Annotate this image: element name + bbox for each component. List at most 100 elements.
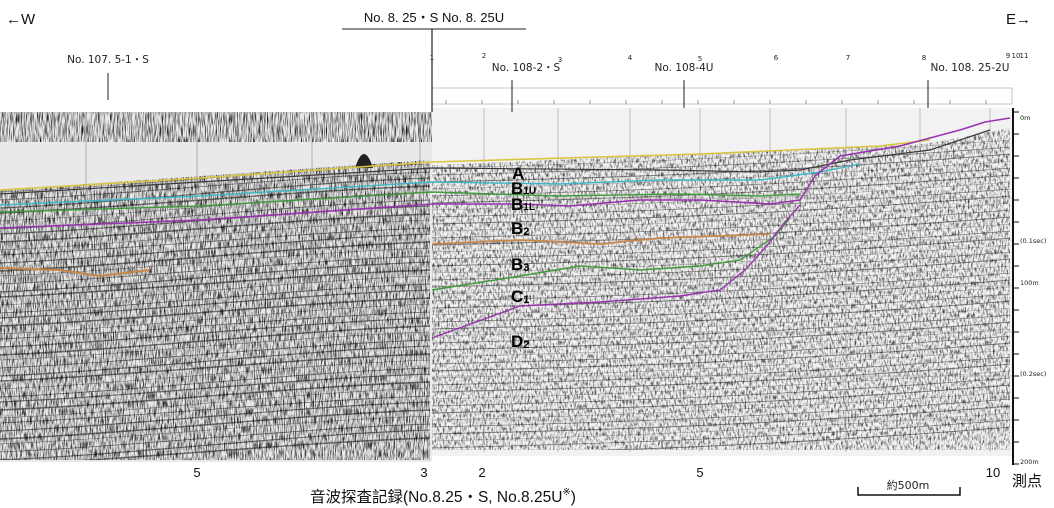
reflector-line — [0, 429, 430, 460]
reflector-line — [432, 237, 1010, 267]
reflector-line — [0, 171, 430, 201]
reflector-line — [0, 297, 430, 327]
station-label: No. 107. 5-1・S — [67, 54, 149, 66]
top-shotpoint-numbers: 1 2 3 4 5 6 7 8 9 10 11 — [430, 52, 1029, 64]
reflector-line — [432, 300, 1010, 330]
reflector-line — [432, 328, 1010, 358]
reflector-line — [0, 255, 430, 285]
depth-tick-label: 0m — [1020, 114, 1030, 122]
top-shotpoint-number: 4 — [628, 54, 633, 62]
reflector-line — [0, 311, 430, 340]
horizon-line — [0, 163, 861, 206]
station-label: No. 108. 25-2U — [930, 62, 1009, 74]
horizon-line — [0, 117, 1011, 229]
reflector-line — [0, 275, 430, 306]
top-shotpoint-number: 5 — [698, 55, 702, 63]
layer-label-a: A — [512, 164, 524, 183]
seafloor-mound — [355, 154, 373, 168]
reflector-line — [432, 356, 1010, 386]
reflector-line — [432, 181, 1010, 211]
reflector-line — [0, 387, 430, 419]
top-shotpoint-number: 9 — [1006, 52, 1010, 60]
reflector-line — [0, 423, 430, 453]
profile-line-label: No. 8. 25・S No. 8. 25U — [364, 10, 504, 25]
horizon-line — [0, 191, 801, 213]
depth-tick-label: 100m — [1020, 279, 1039, 287]
reflector-line — [432, 202, 1010, 232]
reflector-line — [0, 339, 430, 369]
reflector-line — [432, 293, 1010, 323]
reflector-line — [432, 342, 1010, 372]
reflector-line — [432, 244, 1010, 274]
horizon-line — [431, 217, 791, 291]
reflector-line — [0, 317, 430, 348]
reflector-line — [0, 241, 430, 272]
reflector-line — [0, 289, 430, 319]
reflector-line — [432, 272, 1010, 302]
east-direction-label: E→ — [1006, 11, 1031, 28]
reflector-line — [0, 353, 430, 382]
reflector-line — [432, 139, 1010, 169]
layer-label-b3: B3 — [511, 255, 529, 274]
reflector-line — [0, 219, 430, 251]
reflector-line — [432, 405, 1010, 435]
interpreted-horizons — [0, 117, 1011, 339]
reflector-line — [432, 286, 1010, 316]
horizon-line — [431, 204, 801, 339]
reflector-line — [432, 265, 1010, 295]
left-record-panel — [0, 112, 432, 462]
top-shotpoint-number: 8 — [922, 54, 926, 62]
shotpoint-number: 3 — [420, 465, 427, 480]
reflector-line — [432, 146, 1010, 176]
reflector-line — [0, 227, 430, 256]
layer-label-b2: B2 — [511, 219, 529, 238]
layer-labels: A B1U B1L B2 B3 C1 D2 — [511, 164, 536, 351]
reflector-line — [0, 409, 430, 440]
reflector-line — [0, 401, 430, 432]
reflector-line — [432, 307, 1010, 337]
reflector-line — [0, 415, 430, 445]
station-markers: No. 107. 5-1・S No. 108-2・S No. 108-4U No… — [67, 54, 1010, 112]
layer-label-d2: D2 — [511, 332, 529, 351]
bottom-shotpoints: 5 3 2 5 10 測点 — [193, 465, 1042, 490]
reflector-line — [0, 269, 430, 298]
depth-axis: 0m (0.1sec) 100m (0.2sec) 200m — [1012, 108, 1046, 466]
top-shotpoint-number: 6 — [774, 54, 779, 62]
reflector-line — [0, 303, 430, 335]
horizon-line — [431, 233, 771, 245]
reflector-line — [432, 195, 1010, 225]
reflector-line — [0, 395, 430, 424]
reflector-line — [0, 359, 430, 390]
reflector-line — [0, 331, 430, 361]
distance-scale-bar — [431, 87, 1013, 105]
reflector-line — [432, 174, 1010, 204]
horizon-line — [0, 139, 931, 191]
reflector-line — [0, 345, 430, 377]
reflector-line — [432, 391, 1010, 421]
top-shotpoint-number: 3 — [558, 56, 562, 64]
scale-bar: 約500m — [857, 478, 961, 496]
layer-label-b1u: B1U — [511, 179, 536, 198]
shotpoint-number: 5 — [193, 465, 200, 480]
top-shotpoint-number: 10 — [1012, 52, 1021, 60]
reflector-line — [432, 377, 1010, 407]
reflector-line — [432, 230, 1010, 260]
horizon-line — [0, 129, 991, 195]
reflector-line — [432, 188, 1010, 218]
reflector-line — [0, 247, 430, 277]
reflector-line — [432, 153, 1010, 183]
top-shotpoint-number: 11 — [1020, 52, 1029, 60]
depth-tick-label: (0.2sec) — [1020, 370, 1046, 378]
reflector-line — [432, 384, 1010, 414]
reflector-line — [432, 314, 1010, 344]
reflector-line — [432, 370, 1010, 400]
reflector-line — [0, 177, 430, 209]
reflector-line — [0, 191, 430, 222]
top-shotpoint-number: 1 — [430, 54, 434, 62]
reflector-line — [0, 325, 430, 356]
top-shotpoint-number: 7 — [846, 54, 850, 62]
shotpoint-unit-label: 測点 — [1012, 473, 1042, 490]
reflector-line — [432, 363, 1010, 393]
reflector-line — [432, 426, 1010, 450]
